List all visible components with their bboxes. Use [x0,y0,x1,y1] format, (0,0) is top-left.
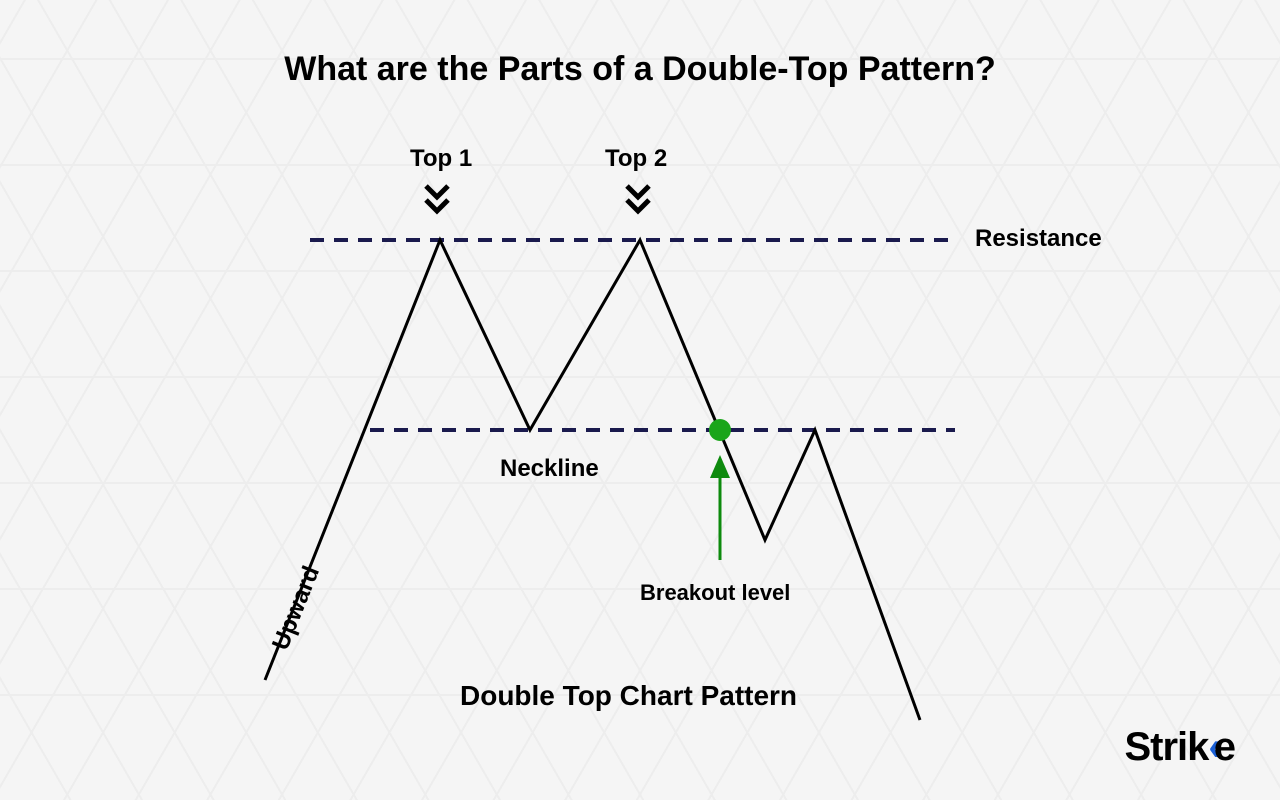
brand-logo: Strik‹e [1124,725,1235,770]
top1-label: Top 1 [410,145,472,173]
top2-chevrons [627,186,649,211]
resistance-label: Resistance [975,225,1102,253]
top2-label: Top 2 [605,145,667,173]
neckline-label: Neckline [500,455,599,483]
breakout-label: Breakout level [640,580,790,606]
breakout-arrow-head [710,455,730,478]
diagram-container: What are the Parts of a Double-Top Patte… [0,0,1280,800]
logo-e: e [1214,725,1235,769]
subtitle-label: Double Top Chart Pattern [460,680,797,712]
top1-chevrons [426,186,448,211]
breakout-dot [709,419,731,441]
logo-text: Strik [1124,725,1208,769]
